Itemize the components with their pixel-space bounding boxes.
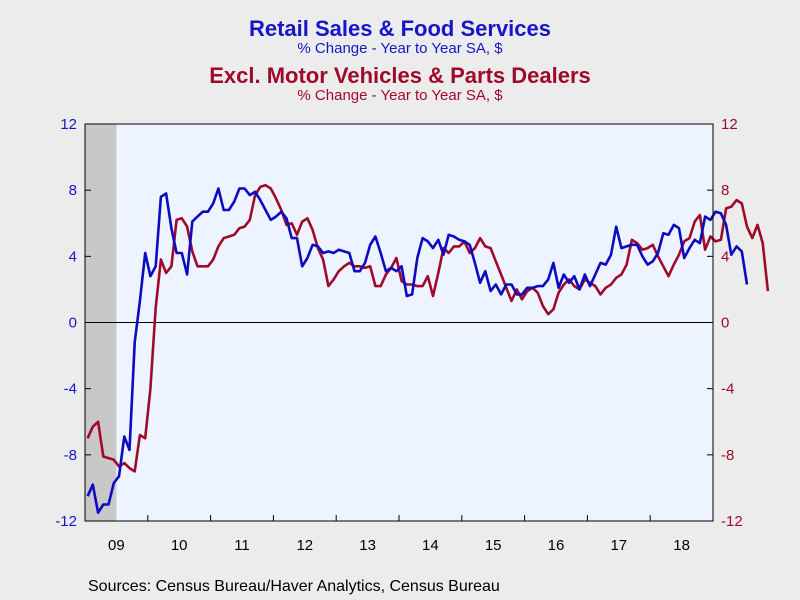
y-tick-label-left: 12: [60, 116, 77, 133]
x-tick-label: 16: [548, 537, 565, 554]
y-tick-label-left: 4: [69, 248, 77, 265]
y-tick-label-left: -4: [64, 381, 77, 398]
y-tick-label-right: 8: [721, 182, 729, 199]
y-tick-label-left: -12: [55, 513, 77, 530]
x-tick-label: 14: [422, 537, 439, 554]
y-tick-label-right: 4: [721, 248, 729, 265]
x-tick-label: 18: [673, 537, 690, 554]
y-tick-label-right: 12: [721, 116, 738, 133]
y-tick-label-right: -12: [721, 513, 743, 530]
series-line-2: [86, 183, 770, 473]
chart-title-series-1: Retail Sales & Food Services: [248, 16, 552, 41]
x-tick-label: 10: [171, 537, 188, 554]
x-tick-label: 15: [485, 537, 502, 554]
x-tick-label: 13: [359, 537, 376, 554]
y-tick-label-left: 0: [69, 315, 77, 332]
source-note: Sources: Census Bureau/Haver Analytics, …: [88, 578, 500, 595]
chart-subtitle-series-1: % Change - Year to Year SA, $: [297, 40, 503, 57]
chart-title-series-2: Excl. Motor Vehicles & Parts Dealers: [209, 63, 591, 88]
chart-subtitle-series-2: % Change - Year to Year SA, $: [297, 87, 503, 104]
y-tick-label-left: -8: [64, 447, 77, 464]
series-line-1: [86, 187, 749, 515]
x-tick-label: 12: [296, 537, 313, 554]
x-tick-label: 11: [234, 537, 250, 554]
y-tick-label-left: 8: [69, 182, 77, 199]
y-tick-label-right: -8: [721, 447, 734, 464]
plot-frame: [84, 123, 714, 522]
x-tick-label: 17: [610, 537, 627, 554]
y-tick-label-right: -4: [721, 381, 734, 398]
y-tick-label-right: 0: [721, 315, 729, 332]
x-tick-label: 09: [108, 537, 125, 554]
